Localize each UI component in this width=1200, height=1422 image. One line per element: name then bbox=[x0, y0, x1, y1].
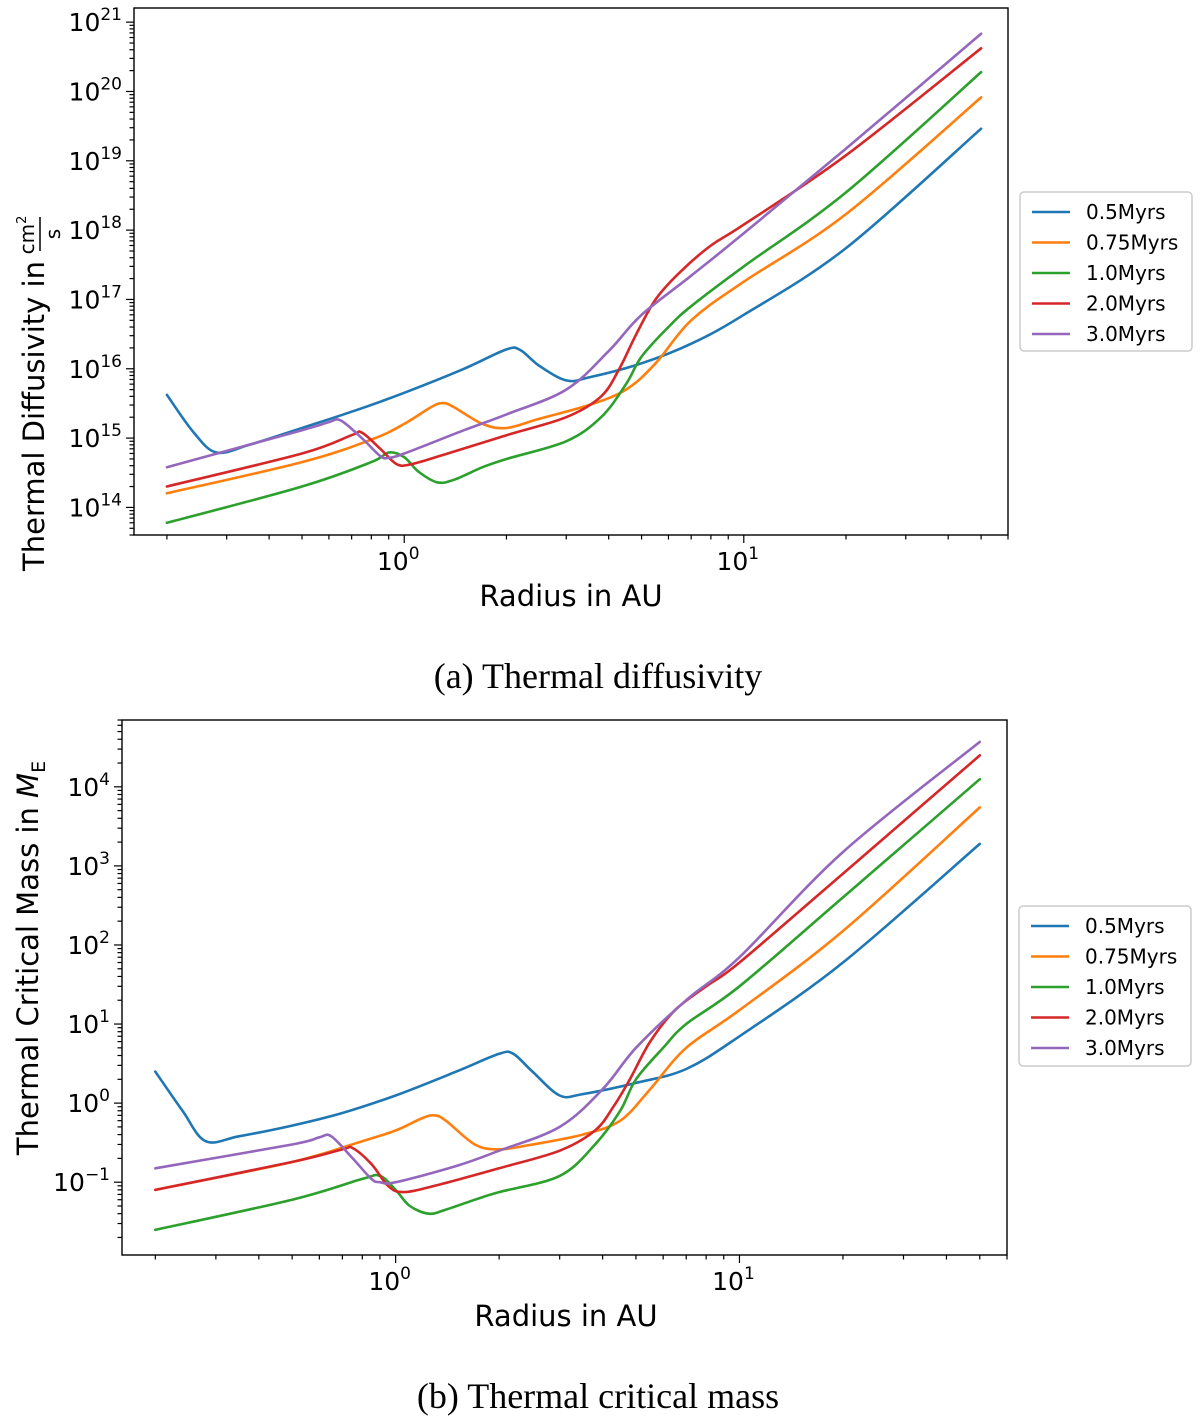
y-tick-label: 10−1 bbox=[53, 1165, 110, 1197]
series-layer bbox=[165, 32, 983, 525]
plot-frame bbox=[121, 719, 1008, 1256]
caption-b: (b) Thermal critical mass bbox=[417, 1376, 779, 1416]
legend-label-0-75myrs: 0.75Myrs bbox=[1085, 945, 1177, 969]
legend-label-0-75myrs: 0.75Myrs bbox=[1086, 231, 1178, 255]
y-tick-label: 1014 bbox=[69, 490, 122, 522]
y-axis-label: Thermal Diffusivity in cm2 s bbox=[15, 216, 65, 572]
y-axis-label: Thermal Critical Mass in ME bbox=[11, 761, 50, 1156]
x-tick-label: 100 bbox=[377, 544, 420, 576]
y-tick-label: 100 bbox=[67, 1086, 110, 1118]
legend-box bbox=[1018, 905, 1192, 1067]
x-axis-label: Radius in AU bbox=[479, 579, 662, 613]
y-tick-label: 1017 bbox=[69, 282, 122, 314]
series-line-3-0myrs bbox=[154, 740, 982, 1185]
legend: 0.5Myrs 0.75Myrs 1.0Myrs 2.0Myrs 3.0Myrs bbox=[1018, 905, 1192, 1067]
y-tick-label: 1020 bbox=[69, 74, 122, 106]
y-axis-unit-denominator: s bbox=[41, 229, 65, 239]
legend-label-3-0myrs: 3.0Myrs bbox=[1085, 1036, 1165, 1060]
y-axis-label-prefix: Thermal Diffusivity in bbox=[17, 261, 51, 572]
series-line-2-0myrs bbox=[165, 47, 983, 488]
x-tick-label: 101 bbox=[712, 1264, 755, 1296]
caption-a: (a) Thermal diffusivity bbox=[434, 656, 763, 696]
series-line-0-75myrs bbox=[154, 806, 982, 1192]
legend-label-0-5myrs: 0.5Myrs bbox=[1086, 200, 1166, 224]
x-axis-label: Radius in AU bbox=[474, 1299, 657, 1333]
legend-label-3-0myrs: 3.0Myrs bbox=[1086, 322, 1166, 346]
y-ticks: 1014 1015 1016 1017 1018 1019 1020 1021 bbox=[69, 5, 134, 536]
x-ticks: 100 101 bbox=[154, 1255, 1008, 1296]
y-ticks: 10−1 100 101 102 103 104 bbox=[53, 719, 122, 1239]
y-tick-label: 1021 bbox=[69, 5, 122, 37]
series-line-0-5myrs bbox=[154, 842, 982, 1144]
series-line-2-0myrs bbox=[154, 754, 982, 1194]
y-axis-label-text: Thermal Critical Mass in ME bbox=[11, 761, 50, 1156]
series-line-0-5myrs bbox=[165, 127, 983, 455]
legend-label-1-0myrs: 1.0Myrs bbox=[1085, 975, 1165, 999]
chart-thermal-diffusivity: 100 101 10141015101610171018101910201021 … bbox=[15, 5, 1193, 696]
series-layer bbox=[154, 740, 982, 1232]
legend: 0.5Myrs 0.75Myrs 1.0Myrs 2.0Myrs 3.0Myrs bbox=[1019, 191, 1193, 352]
y-tick-label: 101 bbox=[67, 1007, 110, 1039]
y-tick-label: 1019 bbox=[69, 144, 122, 176]
series-line-3-0myrs bbox=[165, 32, 983, 469]
y-tick-label: 1018 bbox=[69, 213, 122, 245]
legend-label-2-0myrs: 2.0Myrs bbox=[1085, 1006, 1165, 1030]
legend-label-2-0myrs: 2.0Myrs bbox=[1086, 292, 1166, 316]
legend-label-0-5myrs: 0.5Myrs bbox=[1085, 914, 1165, 938]
y-tick-label: 104 bbox=[67, 770, 110, 802]
x-tick-label: 101 bbox=[716, 544, 759, 576]
legend-box bbox=[1019, 191, 1193, 352]
x-ticks: 100 101 bbox=[166, 535, 1009, 576]
legend-label-1-0myrs: 1.0Myrs bbox=[1086, 261, 1166, 285]
y-tick-label: 1016 bbox=[69, 352, 122, 384]
series-line-0-75myrs bbox=[165, 96, 983, 495]
x-tick-label: 100 bbox=[368, 1264, 411, 1296]
y-axis-unit-numerator: cm2 bbox=[15, 216, 39, 255]
plot-frame bbox=[133, 7, 1009, 536]
y-tick-label: 103 bbox=[67, 849, 110, 881]
y-tick-label: 102 bbox=[67, 928, 110, 960]
series-line-1-0myrs bbox=[165, 70, 983, 525]
y-tick-label: 1015 bbox=[69, 421, 122, 453]
series-line-1-0myrs bbox=[154, 777, 982, 1232]
